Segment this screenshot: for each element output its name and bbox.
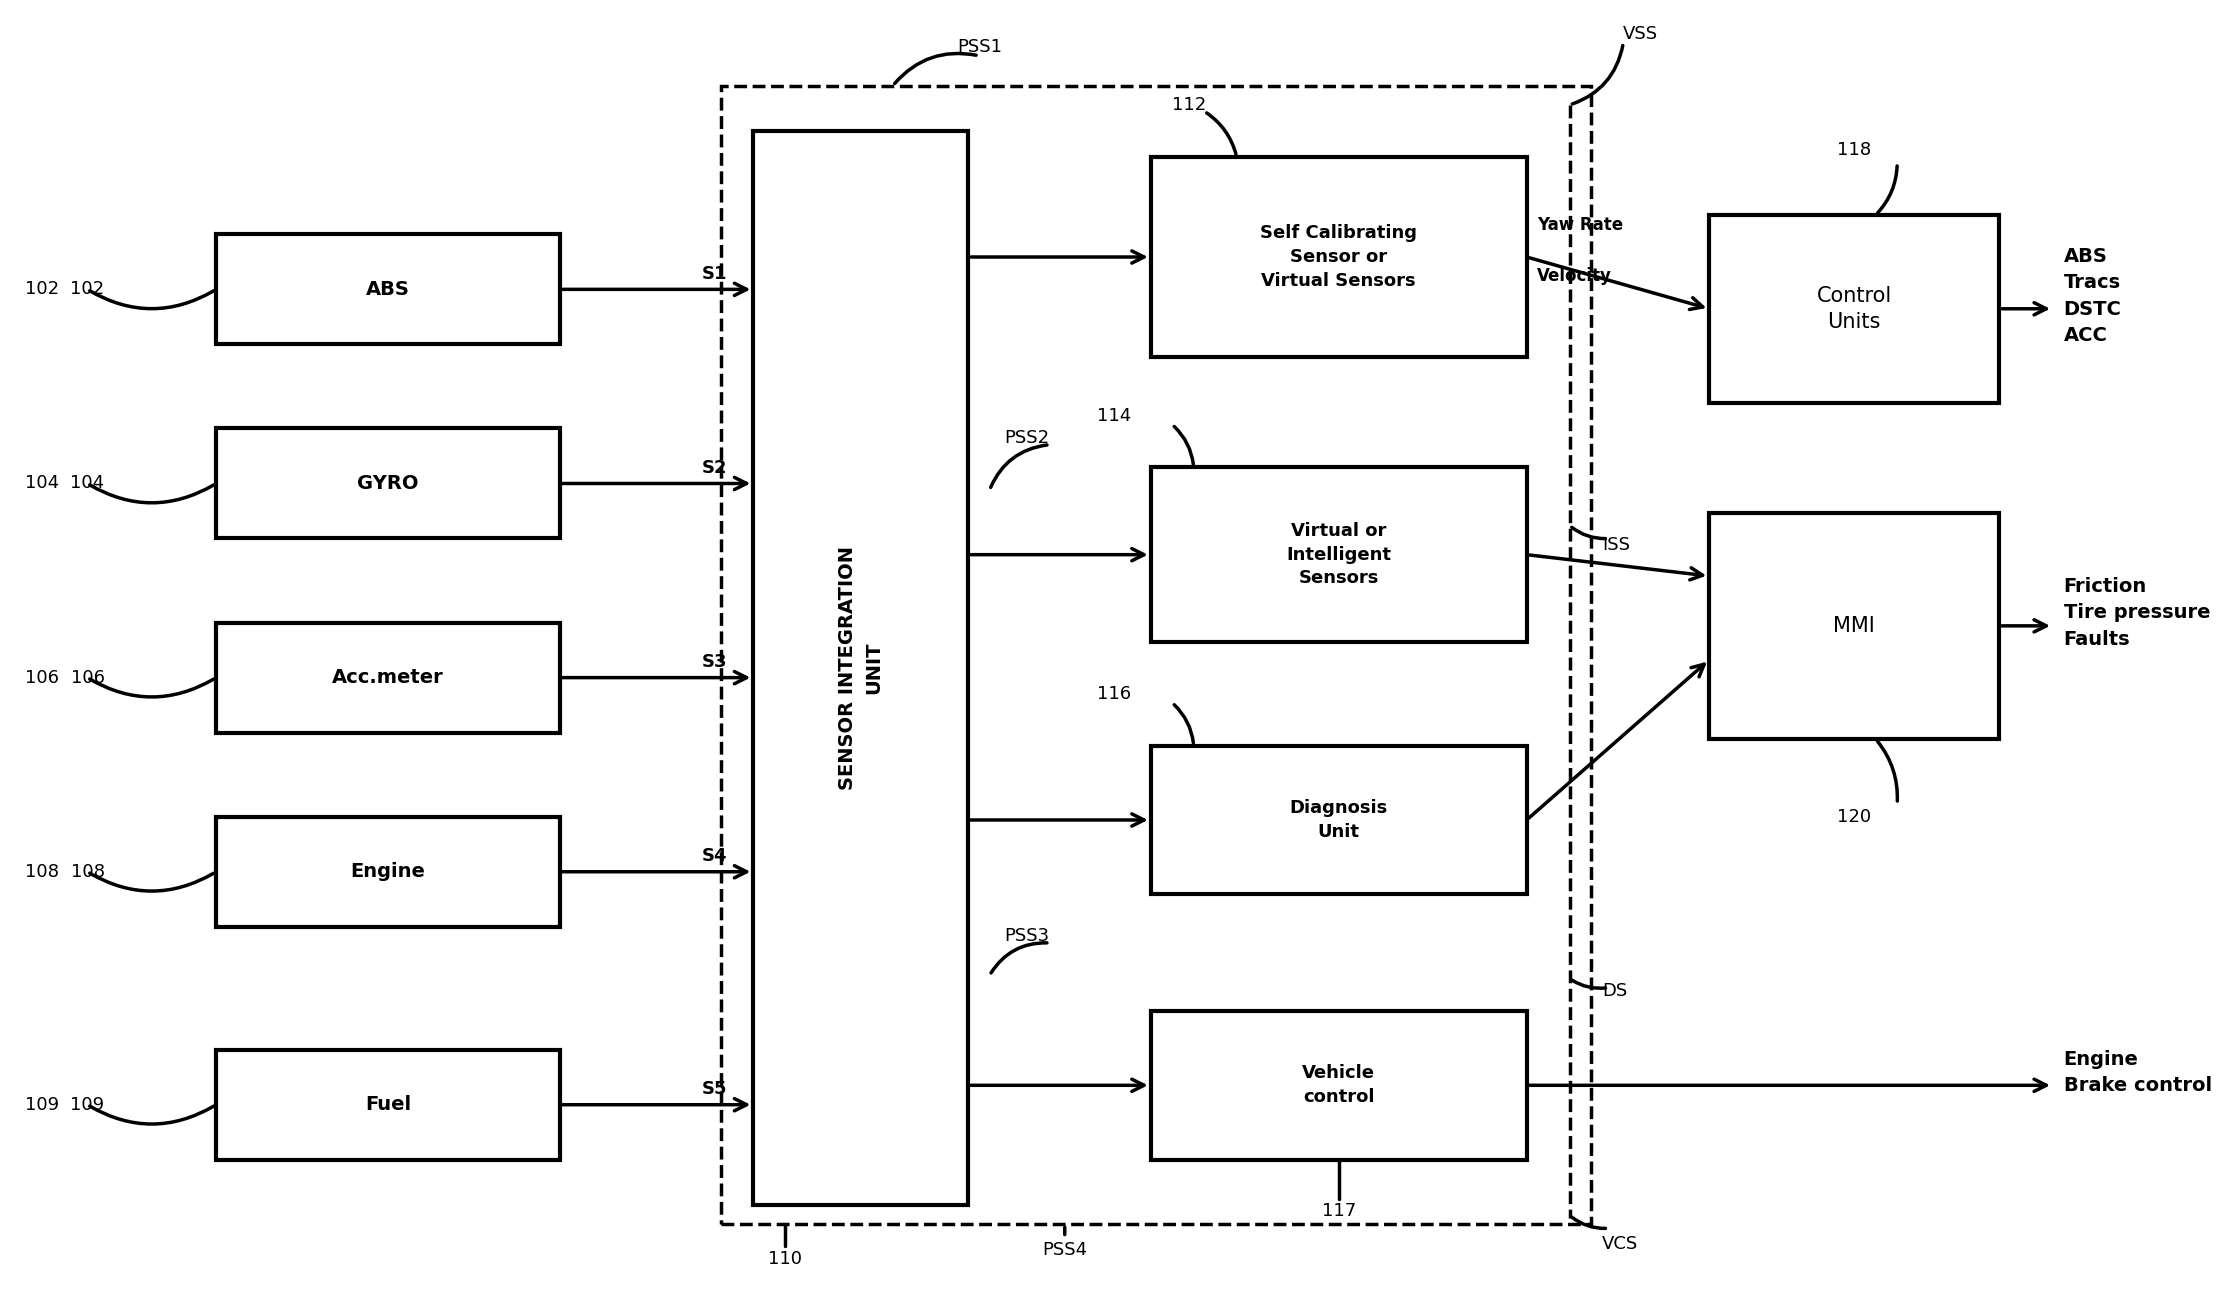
Text: Engine
Brake control: Engine Brake control [2063, 1049, 2212, 1095]
Text: Control
Units: Control Units [1817, 285, 1891, 332]
Text: 106: 106 [71, 669, 105, 686]
Text: PSS2: PSS2 [1004, 429, 1050, 447]
Text: VCS: VCS [1601, 1235, 1639, 1253]
Bar [216, 428, 560, 538]
Text: 112: 112 [1173, 96, 1206, 114]
Text: PSS4: PSS4 [1041, 1241, 1088, 1259]
Text: S3: S3 [702, 654, 727, 671]
Bar [1708, 215, 2000, 402]
Text: S2: S2 [702, 459, 727, 477]
Bar [754, 131, 968, 1205]
Bar [216, 235, 560, 345]
Bar [1708, 512, 2000, 739]
Text: Friction
Tire pressure
Faults: Friction Tire pressure Faults [2063, 577, 2210, 648]
Bar [1151, 467, 1528, 642]
Text: Engine: Engine [350, 863, 426, 881]
Bar [1151, 157, 1528, 357]
Text: ABS
Tracs
DSTC
ACC: ABS Tracs DSTC ACC [2063, 246, 2121, 345]
Text: S1: S1 [702, 265, 727, 283]
Text: Self Calibrating
Sensor or
Virtual Sensors: Self Calibrating Sensor or Virtual Senso… [1260, 224, 1416, 289]
Text: 118: 118 [1838, 141, 1871, 160]
Text: PSS1: PSS1 [957, 38, 1001, 56]
Text: VSS: VSS [1623, 25, 1659, 43]
Text: 104: 104 [25, 475, 60, 493]
Text: 102: 102 [71, 280, 105, 298]
Text: PSS3: PSS3 [1004, 927, 1050, 946]
Bar [720, 86, 1590, 1224]
Text: 109: 109 [25, 1096, 60, 1114]
Text: Diagnosis
Unit: Diagnosis Unit [1289, 799, 1387, 840]
Text: SENSOR INTEGRATION
UNIT: SENSOR INTEGRATION UNIT [838, 546, 883, 790]
Text: S5: S5 [702, 1080, 727, 1099]
Text: MMI: MMI [1833, 616, 1875, 636]
Text: 108: 108 [25, 863, 60, 881]
Text: 104: 104 [71, 475, 105, 493]
Bar [1151, 746, 1528, 895]
Text: Yaw Rate: Yaw Rate [1536, 215, 1623, 233]
Bar [216, 1049, 560, 1160]
Text: Vehicle
control: Vehicle control [1302, 1065, 1376, 1106]
Text: Velocity: Velocity [1536, 267, 1612, 285]
Bar [1151, 1010, 1528, 1160]
Text: 117: 117 [1322, 1202, 1356, 1220]
Text: 116: 116 [1097, 685, 1131, 703]
Bar [216, 817, 560, 927]
Text: DS: DS [1601, 982, 1628, 1000]
Text: 109: 109 [71, 1096, 105, 1114]
Text: 120: 120 [1838, 808, 1871, 826]
Bar [216, 623, 560, 733]
Text: S4: S4 [702, 847, 727, 865]
Text: Fuel: Fuel [366, 1095, 410, 1114]
Text: ISS: ISS [1601, 536, 1630, 554]
Text: 106: 106 [25, 669, 60, 686]
Text: ABS: ABS [366, 280, 410, 298]
Text: 114: 114 [1097, 406, 1131, 424]
Text: 110: 110 [769, 1250, 803, 1268]
Text: Virtual or
Intelligent
Sensors: Virtual or Intelligent Sensors [1287, 523, 1392, 588]
Text: 108: 108 [71, 863, 105, 881]
Text: 102: 102 [25, 280, 60, 298]
Text: Acc.meter: Acc.meter [332, 668, 444, 687]
Text: GYRO: GYRO [357, 473, 419, 493]
